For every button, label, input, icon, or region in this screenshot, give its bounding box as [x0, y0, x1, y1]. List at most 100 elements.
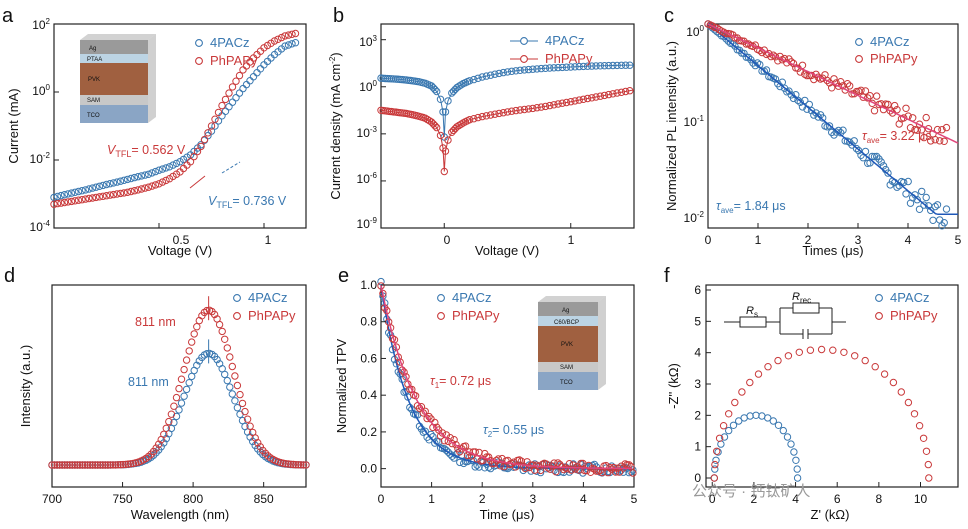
data-point-phpapy: [197, 142, 205, 151]
data-point-phpapy: [297, 461, 305, 469]
data-point-4pacz: [617, 61, 626, 70]
data-point-phpapy: [925, 474, 933, 482]
y-tick-label-e: 0.6: [360, 351, 377, 365]
panel-label-b: b: [333, 5, 344, 27]
data-point-phpapy: [508, 107, 516, 115]
data-point-phpapy: [627, 462, 635, 471]
data-point-phpapy: [282, 460, 290, 468]
data-point-4pacz: [123, 175, 132, 184]
data-point-phpapy: [162, 424, 171, 432]
data-point-4pacz: [471, 463, 479, 471]
layer-label-a: SAM: [87, 98, 100, 104]
circuit-label-rrec: Rrec: [792, 291, 811, 305]
layer-sam-e: [538, 362, 598, 372]
data-point-phpapy: [598, 468, 606, 477]
equivalent-circuit: [724, 302, 846, 339]
layer-label-a: PVK: [88, 77, 100, 83]
data-point-4pacz: [242, 80, 251, 89]
y-ticks-f: 0 1 2 3 4 5 6: [694, 283, 711, 485]
data-point-phpapy: [122, 460, 130, 469]
data-point-phpapy: [496, 462, 504, 470]
data-point-phpapy: [830, 75, 838, 83]
data-point-phpapy: [515, 456, 524, 464]
data-point-phpapy: [746, 378, 754, 387]
data-point-phpapy: [134, 186, 142, 194]
plot-frame-a: [53, 23, 307, 229]
data-point-phpapy: [281, 32, 289, 40]
data-point-phpapy: [211, 115, 219, 123]
legend-4pacz-d: 4PACz: [248, 290, 288, 305]
data-point-phpapy: [503, 108, 512, 116]
legend-phpapy-a: PhPAPy: [210, 53, 258, 68]
marks-e: [377, 277, 637, 477]
y-tick-label-f: 6: [694, 283, 701, 297]
y-ticks-e: 0.0 0.2 0.4 0.6 0.8 1.0: [360, 278, 386, 476]
data-point-phpapy: [236, 390, 244, 399]
data-point-phpapy: [861, 356, 869, 365]
panel-a: a Ag PTAA PVK SAM TCO 4PACz PhPAPy VTFL=…: [2, 5, 307, 258]
data-point-4pacz: [792, 456, 800, 464]
data-point-4pacz: [592, 62, 600, 70]
data-point-phpapy: [177, 375, 186, 383]
data-point-4pacz: [155, 166, 163, 174]
data-point-phpapy: [931, 136, 939, 144]
data-point-4pacz: [281, 42, 289, 50]
data-point-4pacz: [444, 448, 452, 456]
y-tick-label-f: 0: [694, 471, 701, 485]
x-tick-label-a: 0.5: [173, 233, 190, 247]
data-point-phpapy: [78, 461, 87, 469]
y-tick-label-c: 10-1: [684, 114, 705, 129]
data-point-phpapy: [711, 460, 719, 469]
fit-line-4pacz: [380, 64, 635, 138]
data-point-4pacz: [720, 433, 729, 441]
data-point-4pacz: [832, 128, 840, 136]
data-point-phpapy: [452, 441, 460, 449]
layer-label-e: PVK: [561, 342, 573, 348]
y-tick-label-c: 10-2: [684, 210, 705, 225]
data-point-4pacz: [920, 201, 928, 209]
data-point-phpapy: [769, 51, 777, 59]
data-point-4pacz: [884, 169, 892, 177]
data-point-phpapy: [444, 136, 452, 144]
data-point-4pacz: [491, 70, 499, 78]
layer-label-e: TCO: [560, 380, 573, 386]
x-axis-label-f: Z' (kΩ): [811, 507, 850, 522]
data-point-phpapy: [841, 86, 849, 94]
data-point-4pacz: [74, 187, 83, 196]
data-point-phpapy: [482, 112, 491, 120]
circuit-label-rs: Rs: [746, 305, 758, 319]
data-point-4pacz: [486, 71, 495, 79]
layer-label-e: Ag: [562, 308, 569, 314]
marks-f: [710, 345, 933, 482]
data-point-phpapy: [579, 95, 588, 104]
data-point-4pacz: [175, 406, 183, 414]
data-point-4pacz: [457, 81, 465, 89]
data-point-phpapy: [524, 105, 533, 113]
data-point-phpapy: [554, 100, 562, 108]
data-point-phpapy: [731, 398, 739, 407]
data-point-4pacz: [221, 370, 229, 379]
data-point-phpapy: [754, 370, 763, 378]
layer-label-e: SAM: [560, 365, 573, 371]
data-point-phpapy: [829, 346, 837, 354]
data-point-phpapy: [629, 469, 637, 477]
data-point-4pacz: [852, 144, 861, 153]
data-point-4pacz: [246, 77, 254, 85]
data-point-phpapy: [50, 200, 58, 208]
data-point-phpapy: [529, 104, 537, 113]
data-point-4pacz: [213, 355, 221, 364]
data-point-4pacz: [499, 68, 507, 77]
fit-curve-4pacz: [707, 23, 958, 216]
data-point-4pacz: [902, 190, 910, 198]
data-point-phpapy: [160, 430, 168, 438]
x-tick-label-f: 6: [834, 492, 841, 506]
data-point-phpapy: [200, 135, 209, 144]
panel-b: b 4PACz PhPAPy Voltage (V) Current densi…: [328, 5, 635, 258]
data-point-phpapy: [491, 110, 499, 118]
x-tick-label-e: 5: [631, 492, 638, 506]
data-point-phpapy: [292, 461, 300, 469]
data-point-4pacz: [913, 196, 921, 204]
data-point-phpapy: [600, 91, 609, 100]
data-point-phpapy: [922, 113, 930, 122]
data-point-4pacz: [78, 187, 86, 195]
